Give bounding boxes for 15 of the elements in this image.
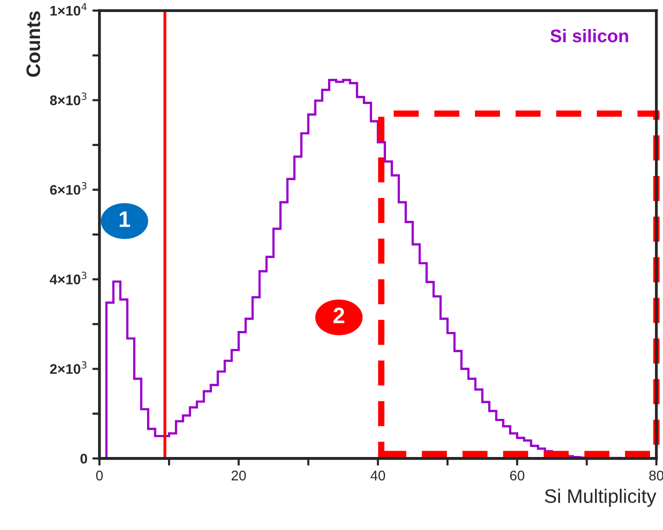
y-tick-label: 1×10$^{4}$ [50,3,87,16]
x-tick-label: 0 [96,470,103,480]
y-tick-label: 0 [80,454,88,464]
y-tick-label: 4×10$^{3}$ [50,272,86,284]
y-tick-label: 6×10$^{3}$ [50,182,86,195]
y-tick-label: 2×10$^{3}$ [50,361,86,374]
x-tick-label: 60 [510,470,524,480]
annotation: 2 [334,308,344,324]
y-axis-title: Counts [26,11,40,77]
text: Si silicon [550,29,628,42]
x-tick-label: 40 [370,470,386,480]
x-axis-title: Si Multiplicity [544,488,656,507]
annotation: 1 [120,212,130,227]
y-tick-label: 8×10$^{3}$ [50,92,86,106]
x-tick-label: 20 [232,470,246,480]
